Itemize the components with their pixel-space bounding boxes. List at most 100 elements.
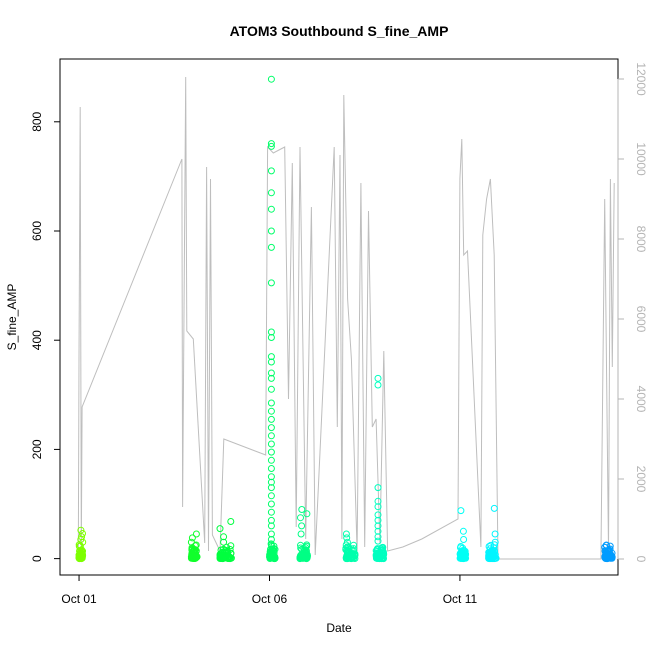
- x-tick-label: Oct 01: [61, 592, 97, 606]
- right-tick-label: 10000: [634, 142, 648, 176]
- data-point: [267, 140, 275, 148]
- data-point: [342, 541, 350, 549]
- data-point: [303, 553, 311, 561]
- right-tick-label: 12000: [634, 62, 648, 96]
- data-point: [374, 552, 382, 560]
- data-point: [461, 547, 469, 555]
- left-y-axis: 0 200 400 600 800: [30, 111, 61, 562]
- data-point: [227, 542, 235, 550]
- data-point: [189, 552, 197, 560]
- data-point: [267, 334, 275, 341]
- right-tick-label: 2000: [634, 466, 648, 493]
- right-tick-label: 6000: [634, 306, 648, 333]
- data-point: [267, 227, 275, 235]
- left-tick-label: 0: [30, 555, 44, 562]
- data-point: [297, 541, 304, 549]
- data-point: [374, 503, 382, 511]
- left-tick-label: 400: [30, 330, 44, 350]
- points-layer: [75, 75, 616, 563]
- data-point: [374, 497, 382, 505]
- data-point: [227, 554, 234, 562]
- data-point: [457, 507, 465, 515]
- data-point: [298, 522, 306, 530]
- data-point: [267, 415, 275, 423]
- data-point: [267, 478, 275, 486]
- data-point: [602, 554, 609, 562]
- data-point: [220, 538, 228, 546]
- data-point: [191, 546, 199, 554]
- data-point: [487, 553, 495, 561]
- data-point: [219, 555, 227, 563]
- data-point: [267, 399, 275, 407]
- right-tick-label: 8000: [634, 226, 648, 253]
- data-point: [297, 530, 305, 538]
- x-axis-label: Date: [326, 621, 352, 635]
- data-point: [303, 510, 311, 518]
- data-point: [267, 440, 275, 448]
- x-tick-label: Oct 11: [443, 592, 478, 606]
- data-point: [227, 549, 235, 557]
- left-tick-label: 200: [30, 439, 44, 459]
- data-point: [267, 205, 275, 213]
- data-point: [267, 142, 275, 150]
- data-point: [374, 484, 382, 492]
- left-tick-label: 800: [30, 111, 44, 131]
- data-point: [188, 534, 196, 542]
- data-point: [267, 407, 275, 415]
- data-point: [460, 554, 468, 562]
- data-point: [602, 541, 610, 549]
- data-point: [267, 358, 275, 366]
- data-point: [459, 550, 467, 558]
- data-point: [78, 546, 86, 554]
- data-point: [267, 500, 275, 508]
- right-y-axis: 0 2000 4000 6000 8000 10000 12000: [617, 62, 648, 563]
- data-point: [374, 522, 382, 530]
- data-point: [267, 167, 275, 175]
- data-point: [267, 448, 275, 456]
- data-point: [267, 465, 275, 472]
- data-point: [267, 243, 275, 251]
- data-point: [460, 536, 468, 543]
- data-point: [77, 551, 85, 559]
- data-point: [267, 75, 275, 83]
- data-point: [488, 552, 496, 560]
- data-point: [267, 374, 275, 382]
- data-point: [227, 518, 235, 525]
- data-point: [374, 374, 382, 382]
- x-axis: Oct 01 Oct 06 Oct 11: [61, 575, 477, 606]
- data-point: [267, 353, 275, 361]
- right-tick-label: 0: [634, 556, 648, 563]
- data-point: [269, 553, 277, 561]
- data-point: [267, 189, 275, 197]
- chart-title: ATOM3 Southbound S_fine_AMP: [230, 23, 449, 39]
- data-point: [267, 508, 275, 516]
- x-tick-label: Oct 06: [252, 592, 288, 606]
- data-point: [491, 530, 499, 538]
- data-point: [490, 504, 498, 512]
- data-point: [266, 550, 274, 558]
- y-axis-label: S_fine_AMP: [5, 284, 19, 351]
- left-tick-label: 600: [30, 221, 44, 241]
- plot-frame: [59, 58, 619, 576]
- data-point: [374, 381, 382, 389]
- data-point: [192, 541, 200, 549]
- data-point: [374, 533, 382, 541]
- data-point: [267, 369, 275, 377]
- data-point: [267, 541, 275, 549]
- data-point: [343, 534, 351, 542]
- data-point: [378, 547, 386, 555]
- right-tick-label: 4000: [634, 386, 648, 413]
- data-point: [492, 554, 500, 562]
- data-point: [342, 530, 350, 538]
- data-point: [270, 555, 278, 563]
- data-point: [77, 526, 85, 534]
- secondary-series-layer: [77, 76, 615, 560]
- data-point: [79, 538, 87, 546]
- data-point: [267, 456, 275, 464]
- data-point: [220, 533, 228, 541]
- data-point: [267, 484, 275, 492]
- data-point: [267, 432, 275, 440]
- data-point: [267, 522, 275, 530]
- data-point: [193, 553, 201, 561]
